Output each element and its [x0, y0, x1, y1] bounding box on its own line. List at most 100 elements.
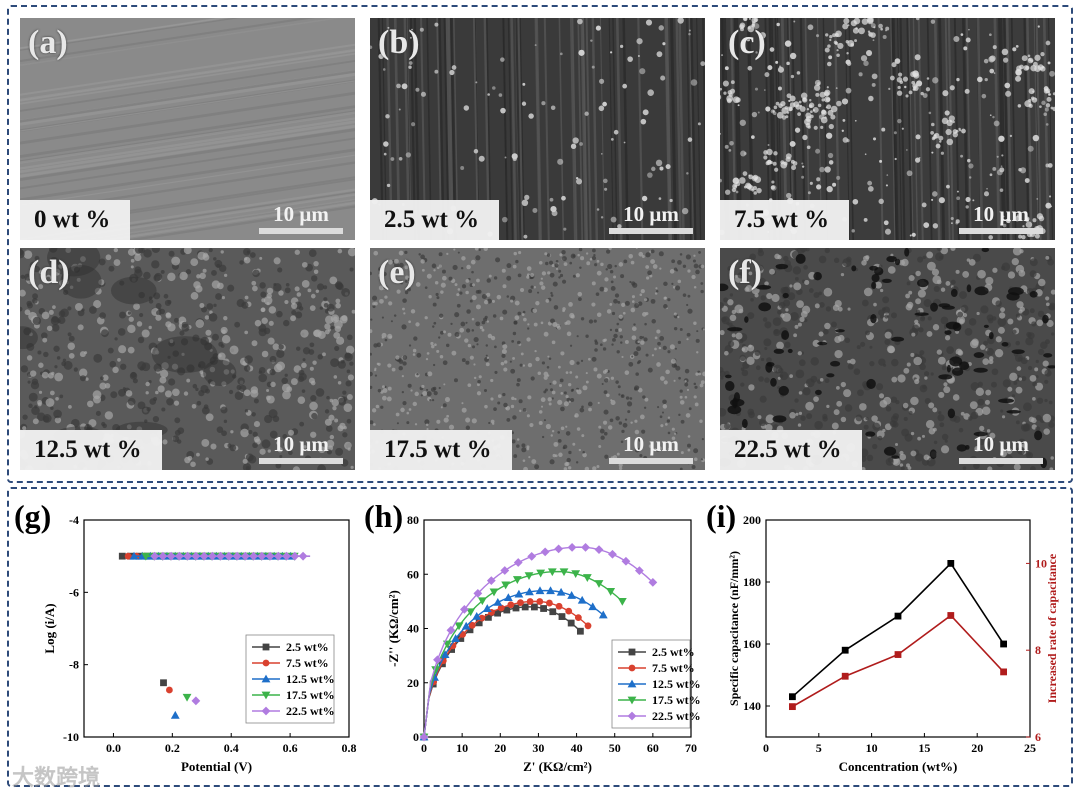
rate-point [789, 703, 796, 711]
data-point [298, 551, 308, 561]
data-point [497, 604, 505, 612]
data-point [571, 570, 581, 579]
y-right-tick-label: 8 [1035, 643, 1041, 657]
data-point [576, 627, 584, 635]
legend-marker [262, 659, 270, 667]
data-point [461, 621, 471, 630]
concentration-label: 0 wt % [20, 200, 131, 240]
x-tick-label: 10 [866, 741, 878, 755]
data-point [175, 551, 184, 561]
concentration-label: 7.5 wt % [720, 200, 850, 240]
data-point [565, 607, 573, 615]
scale-bar: 10 μm [959, 202, 1043, 234]
data-point [183, 551, 193, 561]
data-point [554, 544, 564, 554]
capacitance-point [947, 560, 955, 567]
scale-bar-label: 10 μm [273, 432, 329, 456]
x-tick-label: 30 [532, 741, 544, 755]
concentration-label: 12.5 wt % [20, 430, 162, 470]
data-point [191, 551, 201, 561]
sem-image-f: (f) 22.5 wt % 10 μm [720, 248, 1055, 470]
panel-letter: (i) [706, 498, 736, 534]
data-point [606, 588, 616, 596]
data-point [567, 591, 577, 599]
capacitance-point [1000, 640, 1007, 648]
chart-h: (h) 0 10 20 30 40 50 60 70 0 20 40 60 80 Z' (KΩ/cm²) -Z… [364, 495, 704, 780]
y-tick-label: -10 [63, 730, 79, 744]
data-point [459, 604, 469, 614]
data-point [182, 693, 192, 702]
data-point [440, 650, 450, 659]
scale-bar-line [959, 228, 1043, 234]
chart-g: (g) 0.0 0.2 0.4 0.6 0.8 -4 -6 -8 -10 Potential (V)… [14, 495, 359, 780]
data-point [567, 619, 575, 627]
data-point [166, 551, 176, 561]
scale-bar-label: 10 μm [273, 202, 329, 226]
sem-panel-frame [7, 5, 1073, 483]
chart-panel-frame [7, 487, 1073, 787]
x-tick-label: 5 [816, 741, 822, 755]
rate-point [841, 672, 849, 680]
data-point [484, 613, 492, 621]
data-point [536, 598, 544, 605]
panel-letter: (c) [728, 24, 766, 61]
watermark: 大数跨境 [12, 766, 101, 791]
data-point [582, 574, 592, 582]
data-point [549, 608, 557, 616]
data-point [468, 621, 476, 629]
concentration-label: 17.5 wt % [370, 430, 512, 470]
y-tick-label: 140 [743, 699, 761, 713]
legend-label: 12.5 wt% [652, 677, 701, 691]
data-point [540, 547, 550, 557]
scale-bar-label: 10 μm [973, 202, 1029, 226]
data-point [594, 545, 604, 554]
legend-label: 2.5 wt% [652, 645, 695, 659]
data-point [546, 586, 555, 595]
legend-label: 17.5 wt% [286, 688, 335, 702]
data-point [273, 551, 283, 561]
data-point [224, 551, 234, 561]
data-point [472, 611, 482, 620]
y-tick-label: -8 [69, 658, 79, 672]
scale-bar-label: 10 μm [623, 432, 679, 456]
data-point [500, 566, 510, 575]
data-point [547, 568, 557, 577]
legend-label: 7.5 wt% [652, 661, 695, 675]
legend-label: 7.5 wt% [286, 656, 329, 670]
data-point [477, 597, 487, 606]
x-axis-label: Concentration (wt%) [839, 759, 958, 774]
concentration-label: 22.5 wt % [720, 430, 862, 470]
x-tick-label: 0.6 [283, 741, 298, 755]
x-tick-label: 20 [494, 741, 506, 755]
data-point [129, 551, 139, 560]
x-axis-label: Potential (V) [181, 759, 252, 774]
legend-marker [627, 679, 637, 688]
legend-marker [261, 674, 271, 683]
data-point [558, 613, 566, 620]
capacitance-point [841, 646, 849, 654]
capacitance-line [791, 562, 1005, 698]
y-axis-label: -Z'' (KΩ/cm²) [386, 590, 401, 667]
chart-i: (i) 0 5 10 15 20 25 140 160 180 200 6 8 10 Concentrati… [704, 495, 1068, 780]
x-axis-label: Z' (KΩ/cm²) [523, 759, 592, 774]
series-line [423, 606, 581, 738]
y-tick-label: 80 [407, 513, 419, 527]
data-point [617, 597, 627, 606]
data-point [503, 593, 513, 602]
data-point [535, 586, 545, 595]
sem-image-c: (c) 7.5 wt % 10 μm [720, 18, 1055, 240]
scale-bar: 10 μm [609, 432, 693, 464]
y-axis-label: Specific capacitance (nF/mm²) [727, 551, 741, 706]
scale-bar-line [259, 458, 343, 464]
data-point [517, 599, 524, 607]
data-point [473, 588, 483, 598]
data-point [448, 646, 455, 653]
sem-image-b: (b) 2.5 wt % 10 μm [370, 18, 705, 240]
rate-line [792, 614, 1005, 708]
x-tick-label: 0.4 [224, 741, 239, 755]
data-point [594, 580, 604, 588]
scale-bar: 10 μm [259, 432, 343, 464]
series-line [423, 570, 623, 738]
data-point [454, 622, 464, 631]
panel-letter: (a) [28, 24, 68, 61]
